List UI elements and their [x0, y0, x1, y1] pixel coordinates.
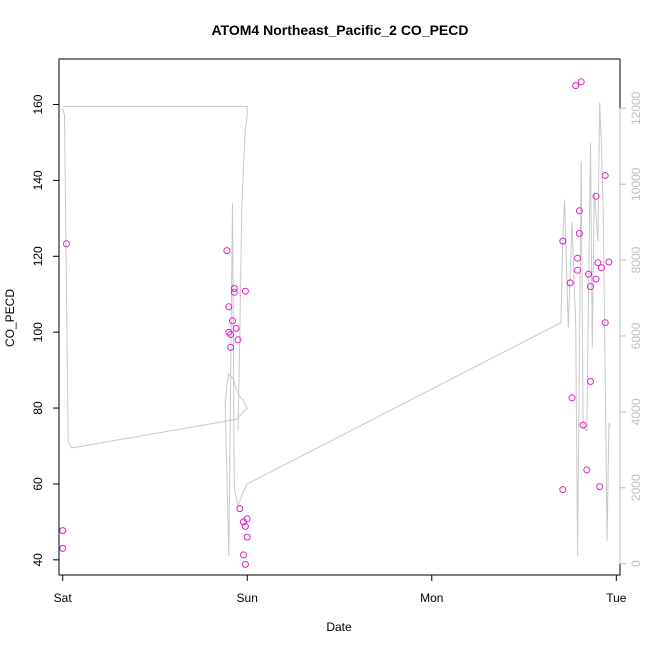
- chart-title: ATOM4 Northeast_Pacific_2 CO_PECD: [211, 22, 468, 38]
- data-point: [227, 343, 235, 351]
- data-point: [227, 331, 235, 338]
- data-point: [225, 328, 233, 336]
- y2-tick-label: 2000: [629, 474, 643, 501]
- data-point: [577, 78, 585, 86]
- data-point: [575, 230, 583, 237]
- data-point: [601, 319, 609, 327]
- data-point: [230, 288, 238, 296]
- data-point: [572, 82, 580, 90]
- y-axis-left: 40 60 80 100 120 140 160: [31, 94, 60, 567]
- data-point: [230, 285, 238, 292]
- y2-tick-label: 6000: [629, 322, 643, 349]
- data-point: [241, 522, 249, 530]
- y-tick-label: 60: [31, 477, 45, 491]
- data-point: [574, 266, 582, 274]
- data-point: [59, 527, 67, 535]
- data-point: [585, 270, 593, 278]
- points-layer: [59, 78, 613, 568]
- line-series-2: [62, 105, 248, 431]
- x-tick-label: Sat: [54, 591, 73, 605]
- y-axis-label: CO_PECD: [3, 289, 17, 347]
- data-point: [568, 394, 576, 402]
- data-point: [594, 259, 602, 267]
- y2-tick-label: 0: [629, 560, 643, 567]
- data-point: [243, 515, 251, 523]
- data-point: [601, 172, 609, 179]
- data-point: [592, 192, 600, 200]
- data-point: [236, 505, 244, 513]
- data-point: [59, 544, 67, 552]
- data-point: [598, 264, 605, 272]
- y-tick-label: 120: [31, 246, 45, 266]
- data-point: [241, 287, 249, 295]
- data-point: [223, 247, 231, 255]
- x-tick-label: Tue: [606, 591, 627, 605]
- data-point: [243, 533, 251, 541]
- data-point: [566, 279, 574, 287]
- y2-tick-label: 10000: [629, 167, 643, 201]
- data-point: [229, 317, 236, 325]
- y-tick-label: 80: [31, 401, 45, 415]
- x-tick-label: Mon: [420, 591, 443, 605]
- data-point: [587, 283, 594, 291]
- data-point: [234, 336, 242, 344]
- data-point: [579, 421, 587, 429]
- data-point: [241, 560, 249, 568]
- x-axis-label: Date: [326, 620, 352, 634]
- data-point: [62, 240, 70, 248]
- data-point: [559, 486, 567, 494]
- line-layer: [62, 102, 612, 557]
- data-point: [240, 551, 247, 559]
- data-point: [587, 378, 594, 385]
- data-point: [583, 466, 591, 474]
- data-point: [225, 303, 233, 311]
- data-point: [605, 258, 613, 266]
- data-point: [232, 324, 240, 332]
- data-point: [596, 483, 604, 491]
- y-tick-label: 160: [31, 94, 45, 114]
- y2-tick-label: 12000: [629, 91, 643, 125]
- y2-tick-label: 8000: [629, 246, 643, 273]
- plot-frame: [58, 58, 621, 576]
- y-axis-right: 0 2000 4000 6000 8000 10000 12000: [619, 91, 643, 567]
- y-tick-label: 140: [31, 170, 45, 190]
- data-point: [575, 207, 583, 215]
- y2-tick-label: 4000: [629, 398, 643, 425]
- data-point: [559, 237, 567, 245]
- line-series-1: [62, 102, 612, 557]
- x-tick-label: Sun: [237, 591, 258, 605]
- x-axis: Sat Sun Mon Tue: [54, 574, 627, 605]
- y-tick-label: 40: [31, 553, 45, 567]
- y-tick-label: 100: [31, 322, 45, 342]
- data-point: [592, 275, 600, 283]
- data-point: [574, 254, 582, 262]
